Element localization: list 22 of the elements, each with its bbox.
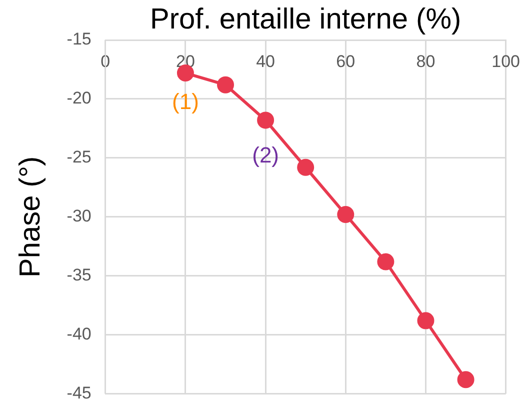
x-tick-label: 60 xyxy=(336,52,356,71)
point xyxy=(457,371,474,388)
point xyxy=(337,206,354,224)
y-tick-label: -45 xyxy=(66,383,92,402)
annotation: (1) xyxy=(172,89,199,114)
y-tick-label: -35 xyxy=(66,266,92,285)
y-tick-label: -40 xyxy=(66,324,92,344)
y-tick-label: -20 xyxy=(66,88,92,108)
point xyxy=(257,112,274,129)
x-tick-label: 80 xyxy=(416,52,436,71)
point xyxy=(377,253,394,270)
y-tick-label: -25 xyxy=(66,148,92,167)
y-tick-label: -15 xyxy=(66,30,92,49)
x-axis-title: Prof. entaille interne (%) xyxy=(150,4,462,36)
annotation: (2) xyxy=(252,142,279,168)
y-axis-title: Phase (°) xyxy=(14,156,46,278)
point xyxy=(217,76,234,94)
x-tick-label: 40 xyxy=(256,52,276,71)
point xyxy=(417,312,434,330)
y-tick-label: -30 xyxy=(66,206,92,226)
x-tick-label: 100 xyxy=(492,52,520,71)
point xyxy=(297,158,314,176)
